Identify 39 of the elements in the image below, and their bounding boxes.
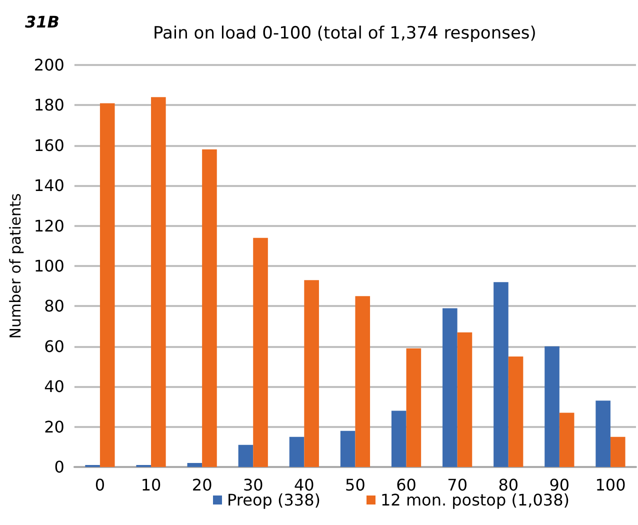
bar xyxy=(391,410,406,467)
x-tick-label: 100 xyxy=(595,476,626,494)
bar xyxy=(494,282,508,467)
bar xyxy=(289,436,304,467)
bar xyxy=(202,149,217,467)
y-tick-label: 20 xyxy=(44,417,64,436)
y-tick-label: 0 xyxy=(54,458,64,476)
y-tick-label: 120 xyxy=(34,216,64,236)
y-tick-label: 160 xyxy=(34,136,64,155)
bar xyxy=(442,308,458,467)
bar xyxy=(340,430,356,467)
x-tick-label: 0 xyxy=(94,476,106,494)
bar xyxy=(457,332,472,467)
bar xyxy=(100,103,115,467)
bar xyxy=(610,436,626,467)
x-tick-label: 50 xyxy=(345,476,366,494)
bar xyxy=(596,400,610,467)
bar xyxy=(508,356,524,467)
y-tick-label: 200 xyxy=(34,56,64,74)
bar xyxy=(406,348,422,467)
y-tick-label: 60 xyxy=(44,336,64,356)
bar xyxy=(151,97,166,467)
bar xyxy=(355,296,370,467)
chart-title: Pain on load 0-100 (total of 1,374 responses) xyxy=(153,24,536,44)
text: 31B xyxy=(25,12,60,32)
bar xyxy=(187,462,202,467)
bar xyxy=(544,346,560,467)
y-tick-label: 180 xyxy=(34,96,64,115)
bar xyxy=(559,412,574,467)
bar xyxy=(253,238,268,467)
x-tick-label: 10 xyxy=(140,476,162,494)
y-tick-label: 80 xyxy=(44,296,64,316)
y-tick-label: 140 xyxy=(34,176,64,196)
y-tick-label: 40 xyxy=(44,377,64,396)
bar xyxy=(238,444,254,467)
y-tick-label: 100 xyxy=(34,256,64,276)
x-tick-label: 20 xyxy=(192,476,212,494)
y-axis-title: Number of patients xyxy=(6,193,24,339)
bar xyxy=(304,280,319,467)
